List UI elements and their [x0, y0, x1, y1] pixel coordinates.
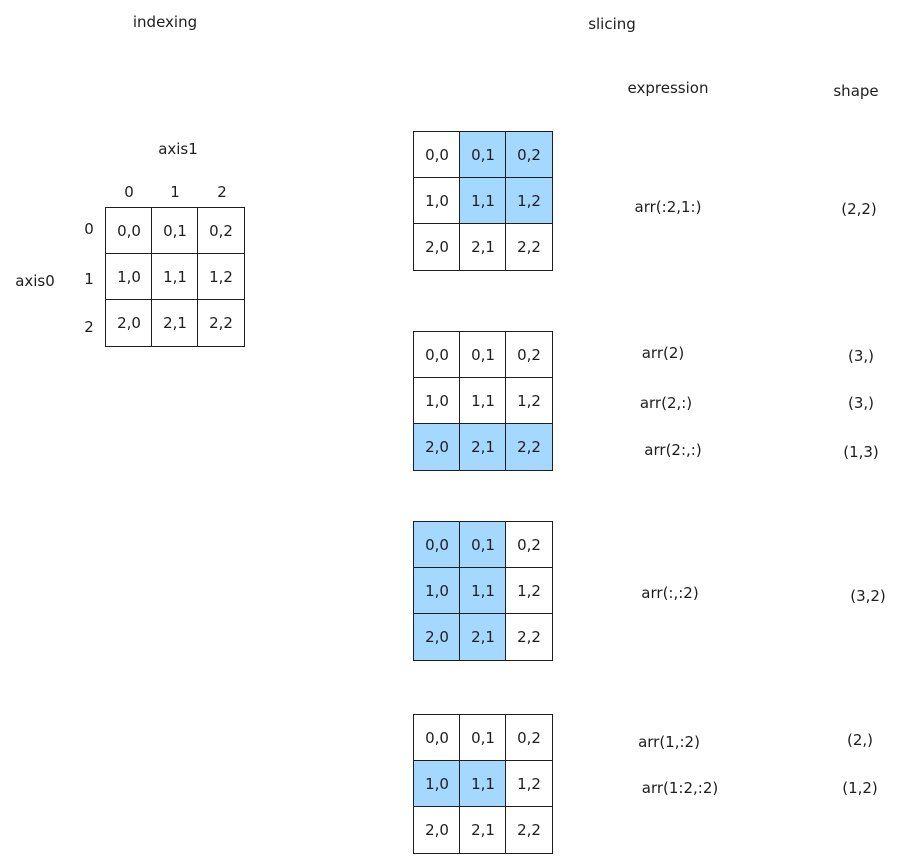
col-index-1: 1 — [170, 183, 180, 201]
shape-text: (3,2) — [850, 587, 886, 605]
shape-header: shape — [833, 82, 879, 100]
grid-cell: 2,2 — [505, 806, 553, 854]
grid-cell: 1,1 — [459, 760, 507, 808]
expression-text: arr(1,:2) — [638, 733, 700, 751]
grid-cell: 0,2 — [505, 131, 553, 179]
grid-cell: 1,0 — [413, 377, 461, 425]
slicing-title: slicing — [588, 15, 636, 33]
grid-cell: 2,1 — [151, 299, 199, 347]
grid-cell: 0,0 — [413, 521, 461, 569]
grid-cell: 1,1 — [459, 377, 507, 425]
grid-cell: 0,2 — [505, 714, 553, 762]
grid-cell: 0,2 — [505, 331, 553, 379]
grid-cell: 2,1 — [459, 423, 507, 471]
grid-cell: 2,1 — [459, 806, 507, 854]
grid-cell: 2,0 — [413, 223, 461, 271]
shape-text: (1,2) — [842, 779, 878, 797]
grid-cell: 2,2 — [505, 423, 553, 471]
grid-cell: 1,2 — [505, 377, 553, 425]
grid-cell: 2,1 — [459, 613, 507, 661]
grid-cell: 2,0 — [413, 806, 461, 854]
grid-cell: 1,0 — [413, 567, 461, 615]
slice-grid-2: 0,0 0,1 0,2 1,0 1,1 1,2 2,0 2,1 2,2 — [413, 331, 553, 471]
axis1-label: axis1 — [158, 140, 198, 158]
shape-text: (1,3) — [843, 443, 879, 461]
grid-cell: 0,2 — [505, 521, 553, 569]
shape-text: (3,) — [847, 394, 875, 412]
grid-cell: 0,0 — [105, 207, 153, 255]
grid-cell: 0,1 — [151, 207, 199, 255]
col-index-2: 2 — [217, 183, 227, 201]
row-index-1: 1 — [84, 270, 94, 288]
grid-cell: 1,2 — [197, 253, 245, 301]
expression-text: arr(2) — [641, 344, 685, 362]
slice-grid-1: 0,0 0,1 0,2 1,0 1,1 1,2 2,0 2,1 2,2 — [413, 131, 553, 271]
grid-cell: 1,2 — [505, 760, 553, 808]
grid-cell: 0,2 — [197, 207, 245, 255]
shape-text: (3,) — [847, 347, 875, 365]
row-index-0: 0 — [84, 220, 94, 238]
grid-cell: 1,1 — [459, 567, 507, 615]
expression-text: arr(:2,1:) — [634, 198, 702, 216]
grid-cell: 0,1 — [459, 331, 507, 379]
grid-cell: 1,0 — [105, 253, 153, 301]
grid-cell: 0,0 — [413, 331, 461, 379]
grid-cell: 1,2 — [505, 567, 553, 615]
axis0-label: axis0 — [15, 272, 55, 290]
shape-text: (2,) — [846, 731, 874, 749]
grid-cell: 0,1 — [459, 521, 507, 569]
grid-cell: 0,1 — [459, 714, 507, 762]
grid-cell: 2,2 — [505, 223, 553, 271]
indexing-title: indexing — [132, 13, 198, 31]
expression-text: arr(2,:) — [639, 394, 693, 412]
expression-header: expression — [627, 79, 709, 97]
grid-cell: 1,0 — [413, 177, 461, 225]
slice-grid-3: 0,0 0,1 0,2 1,0 1,1 1,2 2,0 2,1 2,2 — [413, 521, 553, 661]
grid-cell: 0,0 — [413, 131, 461, 179]
grid-cell: 0,1 — [459, 131, 507, 179]
col-index-0: 0 — [124, 183, 134, 201]
grid-cell: 2,2 — [505, 613, 553, 661]
grid-cell: 1,1 — [151, 253, 199, 301]
grid-cell: 1,2 — [505, 177, 553, 225]
grid-cell: 2,1 — [459, 223, 507, 271]
expression-text: arr(2:,:) — [644, 441, 702, 459]
grid-cell: 2,0 — [413, 423, 461, 471]
slice-grid-4: 0,0 0,1 0,2 1,0 1,1 1,2 2,0 2,1 2,2 — [413, 714, 553, 854]
grid-cell: 1,0 — [413, 760, 461, 808]
expression-text: arr(1:2,:2) — [641, 779, 719, 797]
grid-cell: 2,2 — [197, 299, 245, 347]
grid-cell: 0,0 — [413, 714, 461, 762]
grid-cell: 1,1 — [459, 177, 507, 225]
grid-cell: 2,0 — [105, 299, 153, 347]
shape-text: (2,2) — [841, 200, 877, 218]
indexing-grid: 0,0 0,1 0,2 1,0 1,1 1,2 2,0 2,1 2,2 — [105, 207, 245, 347]
expression-text: arr(:,:2) — [641, 584, 699, 602]
grid-cell: 2,0 — [413, 613, 461, 661]
row-index-2: 2 — [84, 318, 94, 336]
